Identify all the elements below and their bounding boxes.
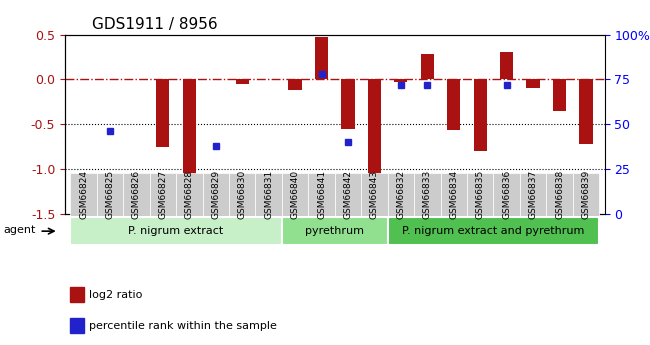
Bar — [553, 79, 566, 111]
Bar — [150, 172, 176, 216]
Text: GDS1911 / 8956: GDS1911 / 8956 — [92, 17, 218, 32]
Text: GSM66831: GSM66831 — [264, 169, 273, 219]
Bar — [70, 287, 84, 302]
Text: GSM66834: GSM66834 — [449, 169, 458, 219]
Text: GSM66843: GSM66843 — [370, 169, 379, 219]
Bar — [176, 172, 203, 216]
Bar — [421, 54, 434, 79]
Bar — [474, 79, 487, 151]
Bar — [308, 172, 335, 216]
Text: GSM66824: GSM66824 — [79, 169, 88, 219]
Bar — [289, 79, 302, 90]
Bar — [526, 79, 539, 88]
Bar — [395, 79, 408, 82]
Text: percentile rank within the sample: percentile rank within the sample — [89, 321, 277, 331]
Text: GSM66829: GSM66829 — [211, 169, 220, 219]
Bar — [447, 79, 460, 130]
Text: GSM66833: GSM66833 — [422, 169, 432, 219]
Bar — [493, 172, 520, 216]
FancyBboxPatch shape — [282, 217, 387, 245]
Text: GSM66836: GSM66836 — [502, 169, 511, 219]
Text: agent: agent — [4, 225, 36, 235]
Text: log2 ratio: log2 ratio — [89, 290, 142, 299]
Bar — [335, 172, 361, 216]
Text: GSM66826: GSM66826 — [132, 169, 141, 219]
Bar — [546, 172, 573, 216]
Bar — [124, 172, 150, 216]
Bar — [282, 172, 308, 216]
Bar — [368, 79, 381, 181]
Bar — [387, 172, 414, 216]
Bar — [441, 172, 467, 216]
Bar — [361, 172, 387, 216]
Bar — [315, 37, 328, 79]
Bar — [229, 172, 255, 216]
Text: GSM66832: GSM66832 — [396, 169, 406, 219]
Text: GSM66841: GSM66841 — [317, 169, 326, 219]
Bar — [235, 79, 249, 84]
Bar — [70, 318, 84, 333]
Text: GSM66838: GSM66838 — [555, 169, 564, 219]
Bar — [183, 79, 196, 185]
Text: GSM66827: GSM66827 — [159, 169, 167, 219]
Bar — [156, 79, 170, 147]
Text: GSM66828: GSM66828 — [185, 169, 194, 219]
Bar — [341, 79, 355, 129]
Bar — [520, 172, 546, 216]
Text: pyrethrum: pyrethrum — [306, 226, 364, 236]
Bar — [255, 172, 282, 216]
FancyBboxPatch shape — [387, 217, 599, 245]
Text: GSM66825: GSM66825 — [105, 169, 114, 219]
Text: P. nigrum extract: P. nigrum extract — [129, 226, 224, 236]
Bar — [579, 79, 593, 144]
Text: P. nigrum extract and pyrethrum: P. nigrum extract and pyrethrum — [402, 226, 584, 236]
Text: GSM66839: GSM66839 — [582, 169, 590, 219]
Text: GSM66830: GSM66830 — [238, 169, 247, 219]
Bar — [97, 172, 124, 216]
Text: GSM66835: GSM66835 — [476, 169, 485, 219]
Bar — [70, 172, 97, 216]
Bar — [467, 172, 493, 216]
Bar — [500, 52, 514, 79]
Text: GSM66840: GSM66840 — [291, 169, 300, 219]
Bar — [573, 172, 599, 216]
Bar — [203, 172, 229, 216]
Text: GSM66842: GSM66842 — [343, 169, 352, 219]
FancyBboxPatch shape — [70, 217, 282, 245]
Text: GSM66837: GSM66837 — [528, 169, 538, 219]
Bar — [414, 172, 441, 216]
